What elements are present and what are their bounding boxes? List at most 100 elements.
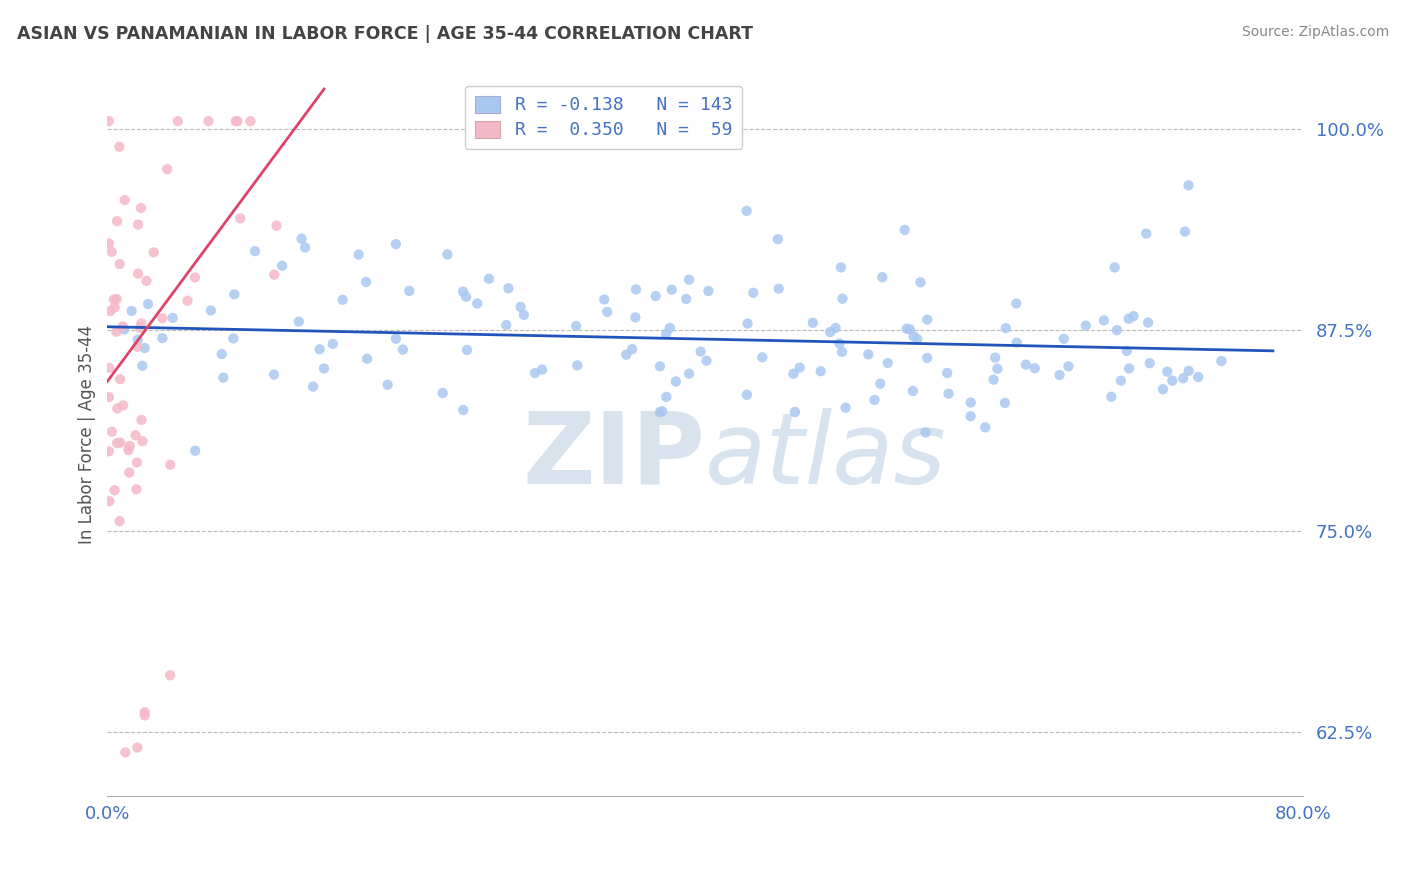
Point (1109, 374, 1132, 388)
Point (287, 315, 309, 329)
Point (127, 740, 149, 755)
Text: ZIP: ZIP (522, 408, 704, 505)
Point (308, 343, 330, 357)
Point (994, 321, 1017, 335)
Point (1118, 361, 1140, 376)
Point (152, 331, 174, 345)
Point (1115, 343, 1137, 358)
Point (624, 310, 647, 325)
Point (322, 337, 344, 351)
Point (624, 283, 647, 297)
Point (1156, 365, 1178, 379)
Point (184, 270, 207, 285)
Point (1092, 313, 1115, 327)
Point (910, 276, 932, 290)
Point (117, 443, 139, 458)
Point (103, 293, 125, 307)
Point (917, 312, 939, 326)
Point (675, 292, 697, 306)
Point (986, 361, 1008, 376)
Point (565, 318, 588, 333)
Point (114, 193, 136, 207)
Point (131, 359, 153, 373)
Point (98, 304, 121, 318)
Point (678, 367, 700, 381)
Point (385, 332, 408, 346)
Point (128, 320, 150, 334)
Point (197, 114, 219, 128)
Point (436, 247, 458, 261)
Point (1122, 309, 1144, 323)
Point (648, 359, 671, 374)
Point (593, 293, 616, 307)
Point (98, 360, 121, 375)
Point (131, 434, 153, 449)
Point (398, 284, 420, 298)
Point (105, 436, 128, 450)
Point (863, 392, 886, 407)
Point (828, 336, 851, 351)
Point (914, 425, 936, 440)
Point (1074, 318, 1097, 333)
Point (695, 353, 717, 368)
Point (782, 367, 804, 381)
Point (905, 332, 928, 346)
Point (104, 301, 127, 315)
Point (200, 303, 222, 318)
Point (1135, 227, 1157, 241)
Point (176, 293, 198, 308)
Point (302, 379, 325, 393)
Point (451, 403, 474, 417)
Text: atlas: atlas (704, 408, 946, 505)
Point (105, 292, 128, 306)
Point (134, 708, 156, 723)
Point (1024, 361, 1046, 376)
Point (621, 342, 644, 356)
Point (211, 347, 233, 361)
Point (678, 273, 700, 287)
Point (108, 435, 131, 450)
Point (984, 351, 1007, 365)
Point (454, 290, 477, 304)
Point (124, 428, 146, 442)
Point (665, 375, 688, 389)
Point (824, 321, 846, 335)
Point (870, 270, 893, 285)
Point (226, 114, 249, 128)
Point (1005, 296, 1028, 310)
Point (938, 386, 960, 401)
Point (509, 300, 531, 314)
Point (658, 321, 681, 335)
Point (915, 351, 938, 365)
Point (869, 376, 891, 391)
Point (697, 284, 720, 298)
Point (768, 282, 790, 296)
Point (142, 245, 165, 260)
Point (125, 456, 148, 470)
Point (131, 413, 153, 427)
Point (1118, 311, 1140, 326)
Point (567, 359, 589, 373)
Point (742, 285, 765, 300)
Point (783, 405, 806, 419)
Point (751, 351, 773, 365)
Point (901, 384, 924, 398)
Point (377, 377, 399, 392)
Point (523, 366, 546, 380)
Point (134, 705, 156, 719)
Point (661, 283, 683, 297)
Point (1161, 374, 1184, 388)
Point (97, 390, 120, 404)
Point (1137, 316, 1160, 330)
Point (100, 244, 122, 259)
Point (974, 420, 997, 434)
Point (735, 203, 758, 218)
Point (97, 444, 120, 458)
Point (810, 364, 832, 378)
Point (356, 351, 378, 366)
Point (831, 292, 853, 306)
Point (498, 281, 520, 295)
Point (789, 360, 811, 375)
Point (167, 114, 190, 128)
Point (893, 223, 915, 237)
